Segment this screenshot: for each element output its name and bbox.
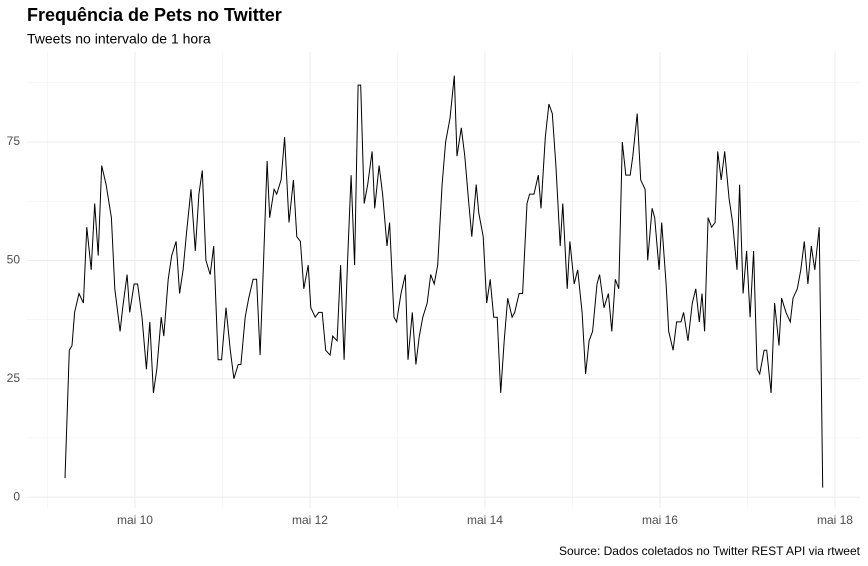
x-tick-label: mai 14 (467, 513, 503, 527)
x-tick-label: mai 18 (817, 513, 853, 527)
x-tick-label: mai 10 (117, 513, 153, 527)
x-tick-label: mai 16 (642, 513, 678, 527)
line (64, 75, 824, 488)
chart-subtitle: Tweets no intervalo de 1 hora (27, 31, 211, 47)
caption: Source: Dados coletados no Twitter REST … (559, 544, 861, 558)
y-tick-label: 50 (7, 253, 21, 267)
y-tick-label: 75 (7, 134, 21, 148)
chart-title: Frequência de Pets no Twitter (27, 5, 282, 25)
x-tick-label: mai 12 (292, 513, 328, 527)
y-tick-label: 25 (7, 371, 21, 385)
y-tick-label: 0 (13, 489, 20, 503)
